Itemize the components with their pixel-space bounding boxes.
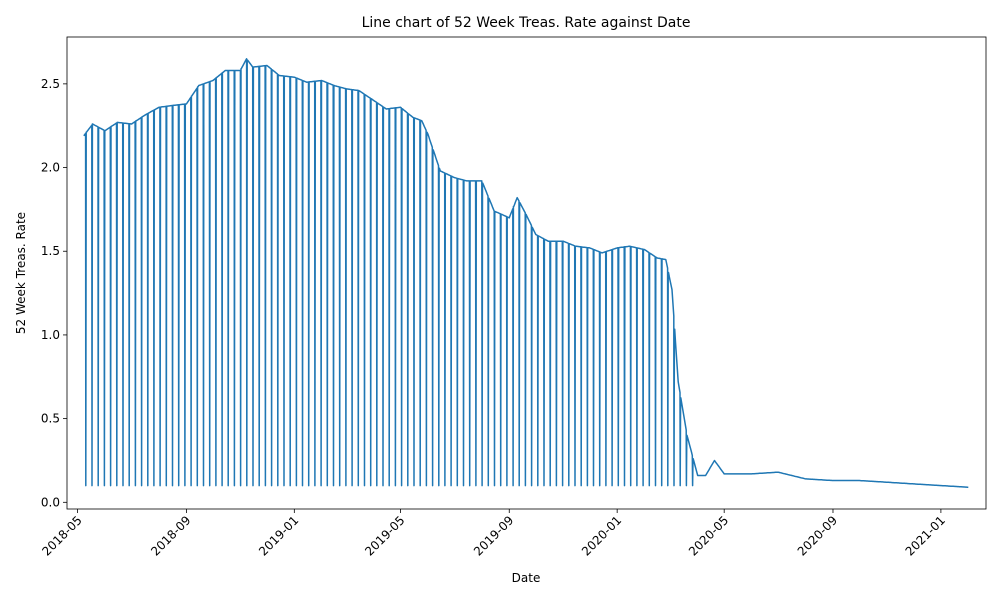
y-tick-label: 0.0 xyxy=(41,495,60,509)
y-axis-ticks: 0.0 0.5 1.0 1.5 2.0 2.5 xyxy=(41,77,67,509)
y-tick-label: 1.0 xyxy=(41,328,60,342)
y-tick-label: 2.0 xyxy=(41,161,60,175)
plot-area xyxy=(83,58,969,488)
plot-frame xyxy=(66,36,987,510)
y-tick-label: 1.5 xyxy=(41,244,60,258)
chart-title: Line chart of 52 Week Treas. Rate agains… xyxy=(362,15,691,31)
y-tick-label: 2.5 xyxy=(41,77,60,91)
y-axis-label: 52 Week Treas. Rate xyxy=(14,212,28,334)
x-axis-label: Date xyxy=(512,571,541,585)
y-tick-label: 0.5 xyxy=(41,412,60,426)
series-line-52-week-treas-rate xyxy=(83,58,969,488)
